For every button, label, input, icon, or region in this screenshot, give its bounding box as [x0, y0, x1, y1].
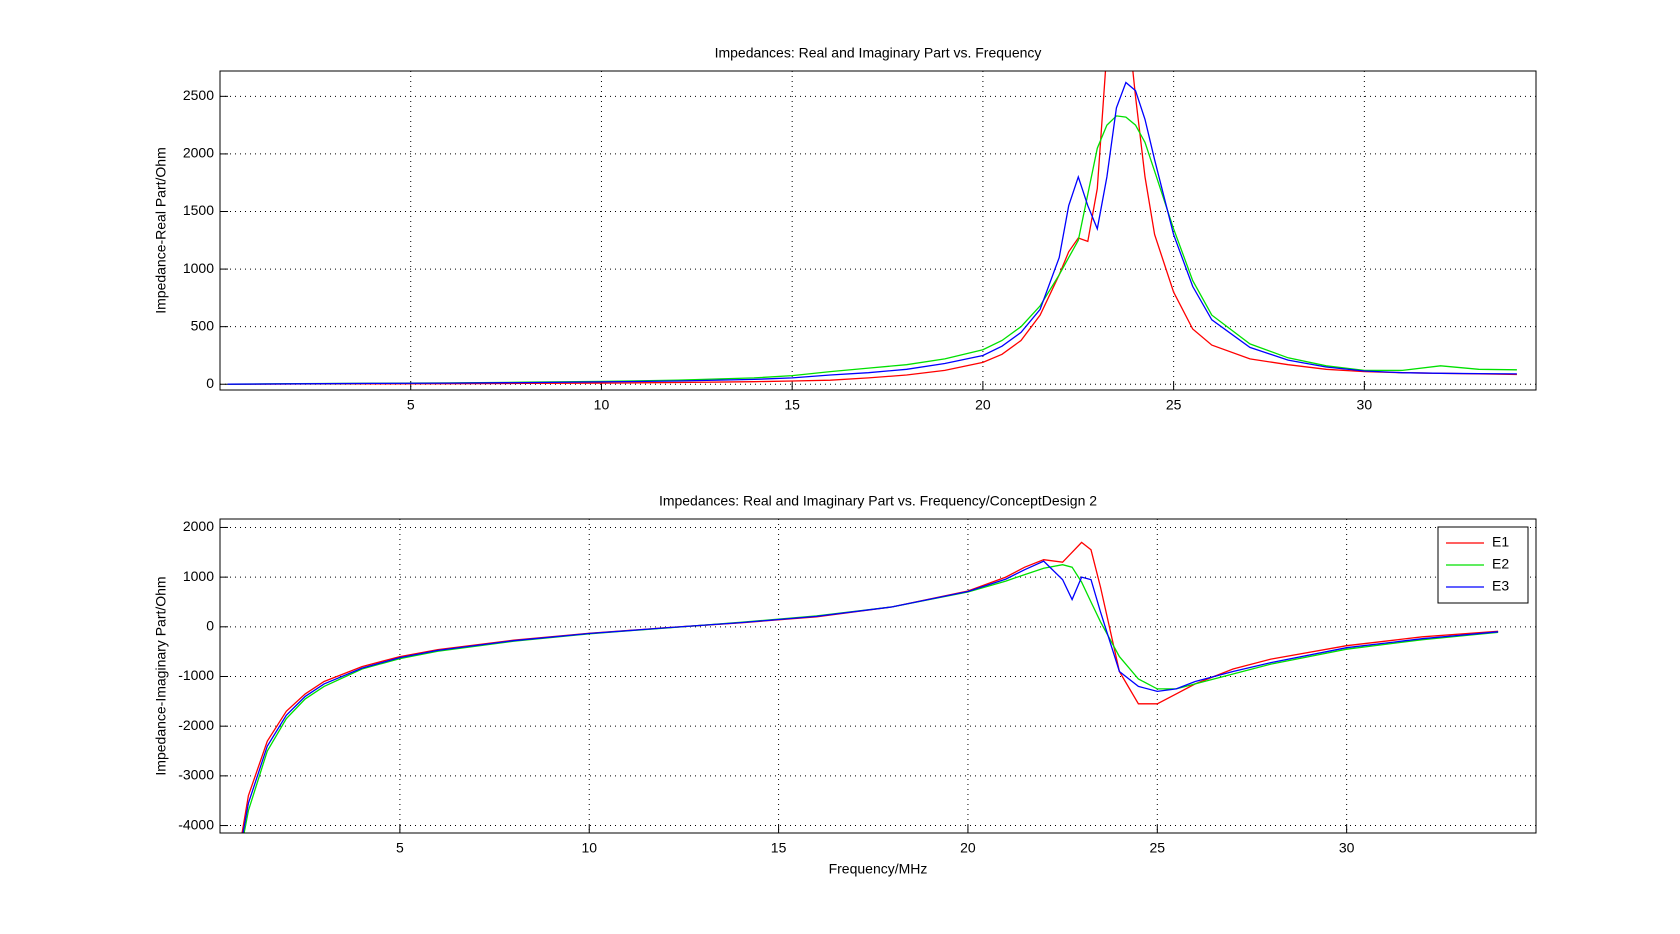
y-tick-label: 0 [206, 618, 214, 634]
data-line [227, 115, 1517, 385]
x-tick-label: 15 [771, 840, 787, 856]
x-tick-label: 5 [396, 840, 404, 856]
x-tick-label: 20 [975, 397, 991, 413]
legend-label: E1 [1492, 534, 1509, 550]
y-tick-label: 1000 [183, 568, 214, 584]
y-axis-label: Impedance-Real Part/Ohm [153, 147, 169, 314]
plot-lines [227, 71, 1517, 385]
plot-area [220, 71, 1536, 390]
x-tick-label: 25 [1166, 397, 1182, 413]
y-tick-label: 2000 [183, 518, 214, 534]
x-tick-label: 5 [407, 397, 415, 413]
plot-lines [241, 541, 1499, 833]
x-tick-label: 10 [581, 840, 597, 856]
y-axis-label: Impedance-Imaginary Part/Ohm [153, 576, 169, 775]
y-tick-label: 2500 [183, 87, 214, 103]
legend-label: E2 [1492, 556, 1509, 572]
y-tick-label: 2000 [183, 145, 214, 161]
x-tick-label: 15 [784, 397, 800, 413]
data-line [243, 564, 1499, 833]
y-tick-label: -3000 [178, 767, 214, 783]
y-tick-label: 0 [206, 375, 214, 391]
plot-area [220, 519, 1536, 833]
x-axis-label: Frequency/MHz [829, 861, 928, 877]
data-line [227, 81, 1517, 385]
axes-box [219, 70, 1537, 391]
legend-label: E3 [1492, 578, 1509, 594]
data-line [242, 560, 1499, 833]
y-tick-label: -1000 [178, 667, 214, 683]
y-tick-label: -2000 [178, 717, 214, 733]
x-tick-label: 30 [1339, 840, 1355, 856]
y-tick-label: 1000 [183, 260, 214, 276]
chart-title: Impedances: Real and Imaginary Part vs. … [659, 493, 1097, 509]
y-tick-label: -4000 [178, 816, 214, 832]
data-line [241, 541, 1499, 833]
axes-box [219, 518, 1537, 834]
x-tick-label: 20 [960, 840, 976, 856]
chart-title: Impedances: Real and Imaginary Part vs. … [715, 45, 1042, 61]
y-tick-label: 500 [191, 317, 215, 333]
y-tick-label: 1500 [183, 202, 214, 218]
x-tick-label: 25 [1150, 840, 1166, 856]
x-tick-label: 10 [594, 397, 610, 413]
x-tick-label: 30 [1357, 397, 1373, 413]
